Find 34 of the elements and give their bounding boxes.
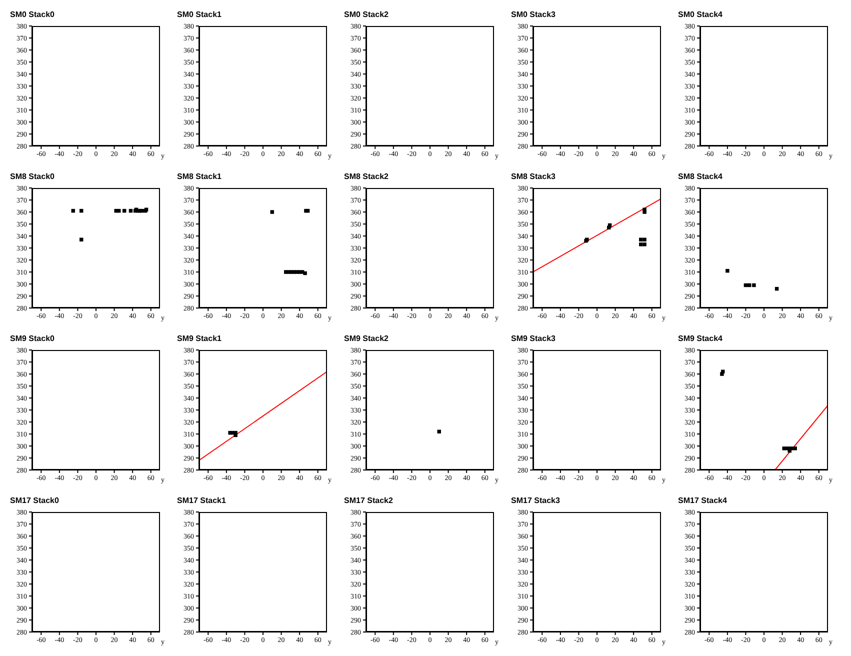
chart-title: SM8 Stack1 xyxy=(176,171,222,183)
point xyxy=(80,238,84,242)
chart-title: SM17 Stack0 xyxy=(9,495,60,507)
chart-title: SM8 Stack4 xyxy=(677,171,724,183)
chart-title: SM0 Stack2 xyxy=(343,9,390,21)
chart-title: SM9 Stack2 xyxy=(343,333,390,345)
point xyxy=(303,271,307,276)
chart-title: SM8 Stack0 xyxy=(9,171,56,183)
point xyxy=(726,268,730,273)
chart-title: SM17 Stack1 xyxy=(176,495,227,507)
chart-title: SM9 Stack0 xyxy=(9,333,56,345)
chart-title: SM0 Stack4 xyxy=(677,9,724,21)
chart-title: SM8 Stack3 xyxy=(510,171,556,183)
point xyxy=(639,238,643,242)
point xyxy=(642,238,646,242)
point xyxy=(788,448,792,453)
point xyxy=(793,446,797,450)
point xyxy=(752,283,756,288)
point xyxy=(639,242,643,246)
chart-title: SM9 Stack4 xyxy=(677,333,724,345)
chart-title: SM0 Stack0 xyxy=(9,9,56,21)
chart-title: SM17 Stack2 xyxy=(343,495,394,507)
chart-title: SM8 Stack2 xyxy=(343,171,390,183)
point xyxy=(782,446,786,450)
chart-title: SM9 Stack1 xyxy=(176,333,222,345)
point xyxy=(642,242,646,246)
chart-title: SM17 Stack3 xyxy=(510,495,561,507)
point xyxy=(642,208,646,212)
point xyxy=(270,210,274,214)
point xyxy=(720,372,724,376)
chart-title: SM9 Stack3 xyxy=(510,333,556,345)
chart-title: SM17 Stack4 xyxy=(677,495,728,507)
chart-title: SM0 Stack1 xyxy=(176,9,222,21)
chart-title: SM0 Stack3 xyxy=(510,9,556,21)
